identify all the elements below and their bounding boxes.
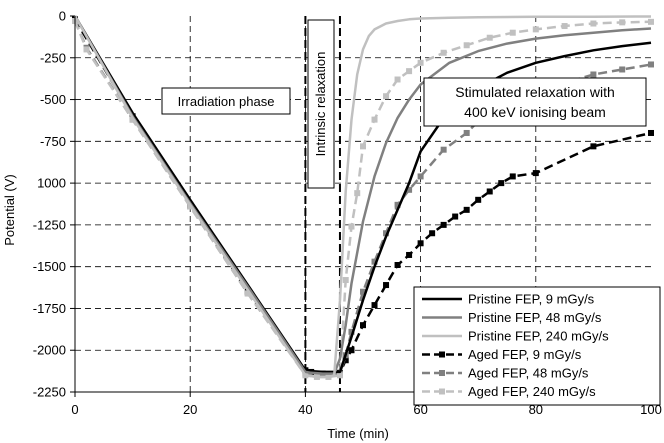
x-tick-label: 60: [413, 402, 427, 417]
data-point: [590, 20, 597, 27]
y-tick-label: 0: [59, 9, 66, 24]
legend-label: Pristine FEP, 9 mGy/s: [468, 292, 595, 307]
data-point: [244, 290, 251, 297]
data-point: [394, 201, 401, 208]
data-point: [371, 302, 378, 309]
annotation-stimulated-box: [423, 77, 647, 127]
legend-marker: [439, 370, 445, 376]
legend-marker: [439, 388, 445, 395]
x-tick-label: 80: [529, 402, 543, 417]
annotation-irradiation-box: [161, 87, 291, 115]
annotation-stimulated: Stimulated relaxation with 400 keV ionis…: [423, 77, 647, 127]
legend-label: Aged FEP, 48 mGy/s: [468, 366, 589, 381]
legend-label: Pristine FEP, 240 mGy/s: [468, 329, 609, 344]
data-point: [348, 223, 355, 230]
annotation-stimulated-line2: 400 keV ionising beam: [464, 104, 606, 120]
data-point: [417, 240, 424, 247]
legend-label: Aged FEP, 240 mGy/s: [468, 384, 596, 399]
data-point: [354, 190, 361, 197]
y-tick-label: -2250: [33, 385, 66, 400]
data-point: [406, 251, 413, 258]
data-point: [336, 372, 343, 379]
data-point: [532, 26, 539, 33]
annotation-intrinsic: Intrinsic relaxation: [307, 19, 335, 189]
legend-label: Pristine FEP, 48 mGy/s: [468, 310, 602, 325]
data-point: [417, 173, 424, 180]
series-line: [73, 15, 652, 379]
data-point: [452, 213, 459, 220]
series-2: [73, 15, 652, 375]
data-point: [394, 261, 401, 268]
y-tick-label: 1000: [37, 176, 66, 191]
data-point: [463, 129, 470, 136]
y-tick-label: -1750: [33, 301, 66, 316]
data-point: [83, 46, 90, 53]
y-tick-label: -750: [40, 134, 66, 149]
data-point: [440, 221, 447, 228]
data-point: [394, 76, 401, 83]
data-point: [360, 322, 366, 329]
annotation-intrinsic-box: [307, 19, 335, 189]
data-point: [371, 258, 378, 265]
x-axis-tick-labels: 0 20 40 60 80 100: [71, 392, 662, 417]
data-point: [348, 328, 355, 335]
data-point: [648, 18, 654, 25]
data-point: [342, 277, 349, 284]
legend-label: Aged FEP, 9 mGy/s: [468, 347, 582, 362]
data-point: [406, 186, 413, 193]
annotation-stimulated-line1: Stimulated relaxation with: [455, 84, 615, 100]
data-point: [383, 230, 390, 237]
data-point: [486, 34, 493, 41]
data-point: [463, 206, 470, 213]
data-point: [348, 347, 355, 354]
y-tick-label: -250: [40, 50, 66, 65]
data-point: [406, 68, 413, 75]
x-axis-title: Time (min): [327, 426, 389, 441]
data-point: [532, 170, 539, 177]
data-point: [498, 180, 505, 187]
data-point: [360, 288, 366, 295]
series-3: [73, 15, 652, 379]
y-tick-label: -1500: [33, 259, 66, 274]
series-line: [73, 15, 652, 375]
x-tick-label: 0: [71, 402, 78, 417]
data-point: [590, 71, 597, 78]
data-point: [440, 146, 447, 153]
data-point: [509, 173, 516, 180]
data-point: [590, 143, 597, 150]
y-axis-tick-labels: 0 -250 -500 -750 1000 -1250 -1500 -1750 -2000 -22…: [33, 9, 75, 400]
legend-box: [413, 286, 661, 406]
annotation-irradiation: Irradiation phase: [161, 87, 291, 115]
data-point: [440, 49, 447, 56]
y-tick-label: -2000: [33, 343, 66, 358]
data-point: [383, 282, 390, 289]
annotation-irradiation-text: Irradiation phase: [178, 94, 275, 109]
legend: Pristine FEP, 9 mGy/s Pristine FEP, 48 mG…: [413, 286, 661, 406]
data-point: [486, 188, 493, 195]
data-point: [619, 19, 626, 26]
data-point: [342, 357, 349, 364]
data-point: [429, 230, 436, 237]
data-point: [371, 116, 378, 123]
data-point: [648, 61, 654, 68]
x-tick-label: 40: [298, 402, 312, 417]
data-point: [463, 42, 470, 49]
annotation-intrinsic-text: Intrinsic relaxation: [313, 52, 328, 157]
y-tick-label: -1250: [33, 217, 66, 232]
data-point: [648, 129, 654, 136]
data-point: [417, 59, 424, 66]
data-point: [619, 66, 626, 73]
data-point: [383, 93, 390, 100]
x-tick-label: 20: [183, 402, 197, 417]
data-point: [475, 196, 482, 203]
y-axis-title: Potential (V): [2, 174, 17, 246]
data-point: [509, 29, 516, 36]
y-tick-label: -500: [40, 92, 66, 107]
x-tick-label: 100: [640, 402, 662, 417]
data-point: [561, 23, 568, 30]
data-point: [360, 143, 366, 150]
phase-boundary-lines: [304, 16, 341, 392]
legend-marker: [439, 351, 445, 358]
